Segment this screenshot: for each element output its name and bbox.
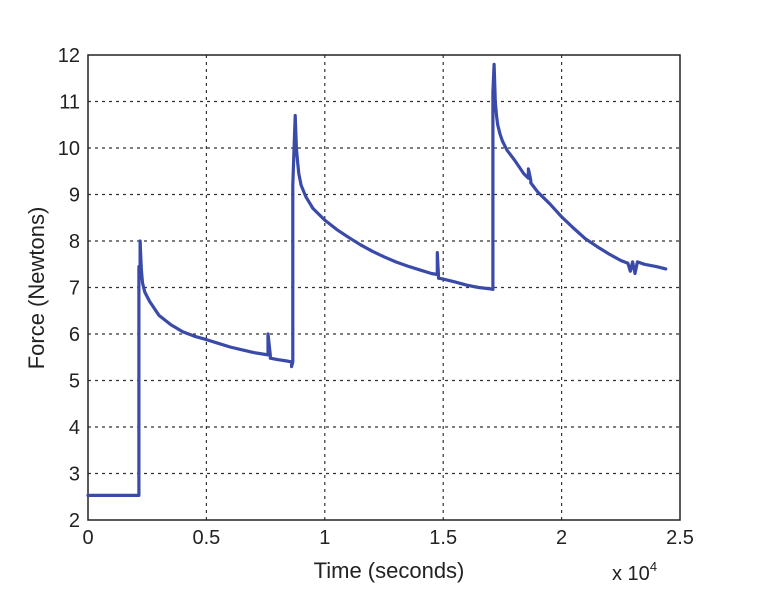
- y-tick-label: 8: [69, 231, 80, 253]
- x-multiplier-base: x 10: [612, 563, 650, 585]
- tick-labels: 0 0.5 1 1.5 2 2.5 2 3 4 5 6 7 8 9 10 11 12: [58, 45, 694, 549]
- x-multiplier-exponent: 4: [650, 559, 657, 574]
- y-tick-label: 4: [69, 417, 80, 439]
- x-tick-label: 0: [82, 527, 93, 549]
- y-tick-label: 10: [58, 138, 80, 160]
- y-tick-label: 5: [69, 371, 80, 393]
- x-tick-label: 1: [319, 527, 330, 549]
- y-axis-label: Force (Newtons): [24, 207, 49, 370]
- series-layer: [86, 62, 668, 497]
- y-tick-label: 6: [69, 324, 80, 346]
- x-multiplier-label: x 104: [612, 559, 657, 585]
- y-tick-label: 7: [69, 278, 80, 300]
- x-tick-label: 1.5: [429, 527, 457, 549]
- y-tick-label: 3: [69, 464, 80, 486]
- x-tick-label: 2.5: [666, 527, 694, 549]
- y-tick-label: 12: [58, 45, 80, 67]
- x-tick-label: 0.5: [192, 527, 220, 549]
- y-tick-label: 9: [69, 185, 80, 207]
- y-tick-label: 11: [59, 92, 80, 114]
- x-axis-label: Time (seconds): [314, 558, 465, 583]
- force-series-line: [86, 62, 668, 497]
- grid-lines: [88, 55, 680, 520]
- y-tick-label: 2: [69, 510, 80, 532]
- plot-frame: [87, 54, 681, 521]
- x-tick-label: 2: [556, 527, 567, 549]
